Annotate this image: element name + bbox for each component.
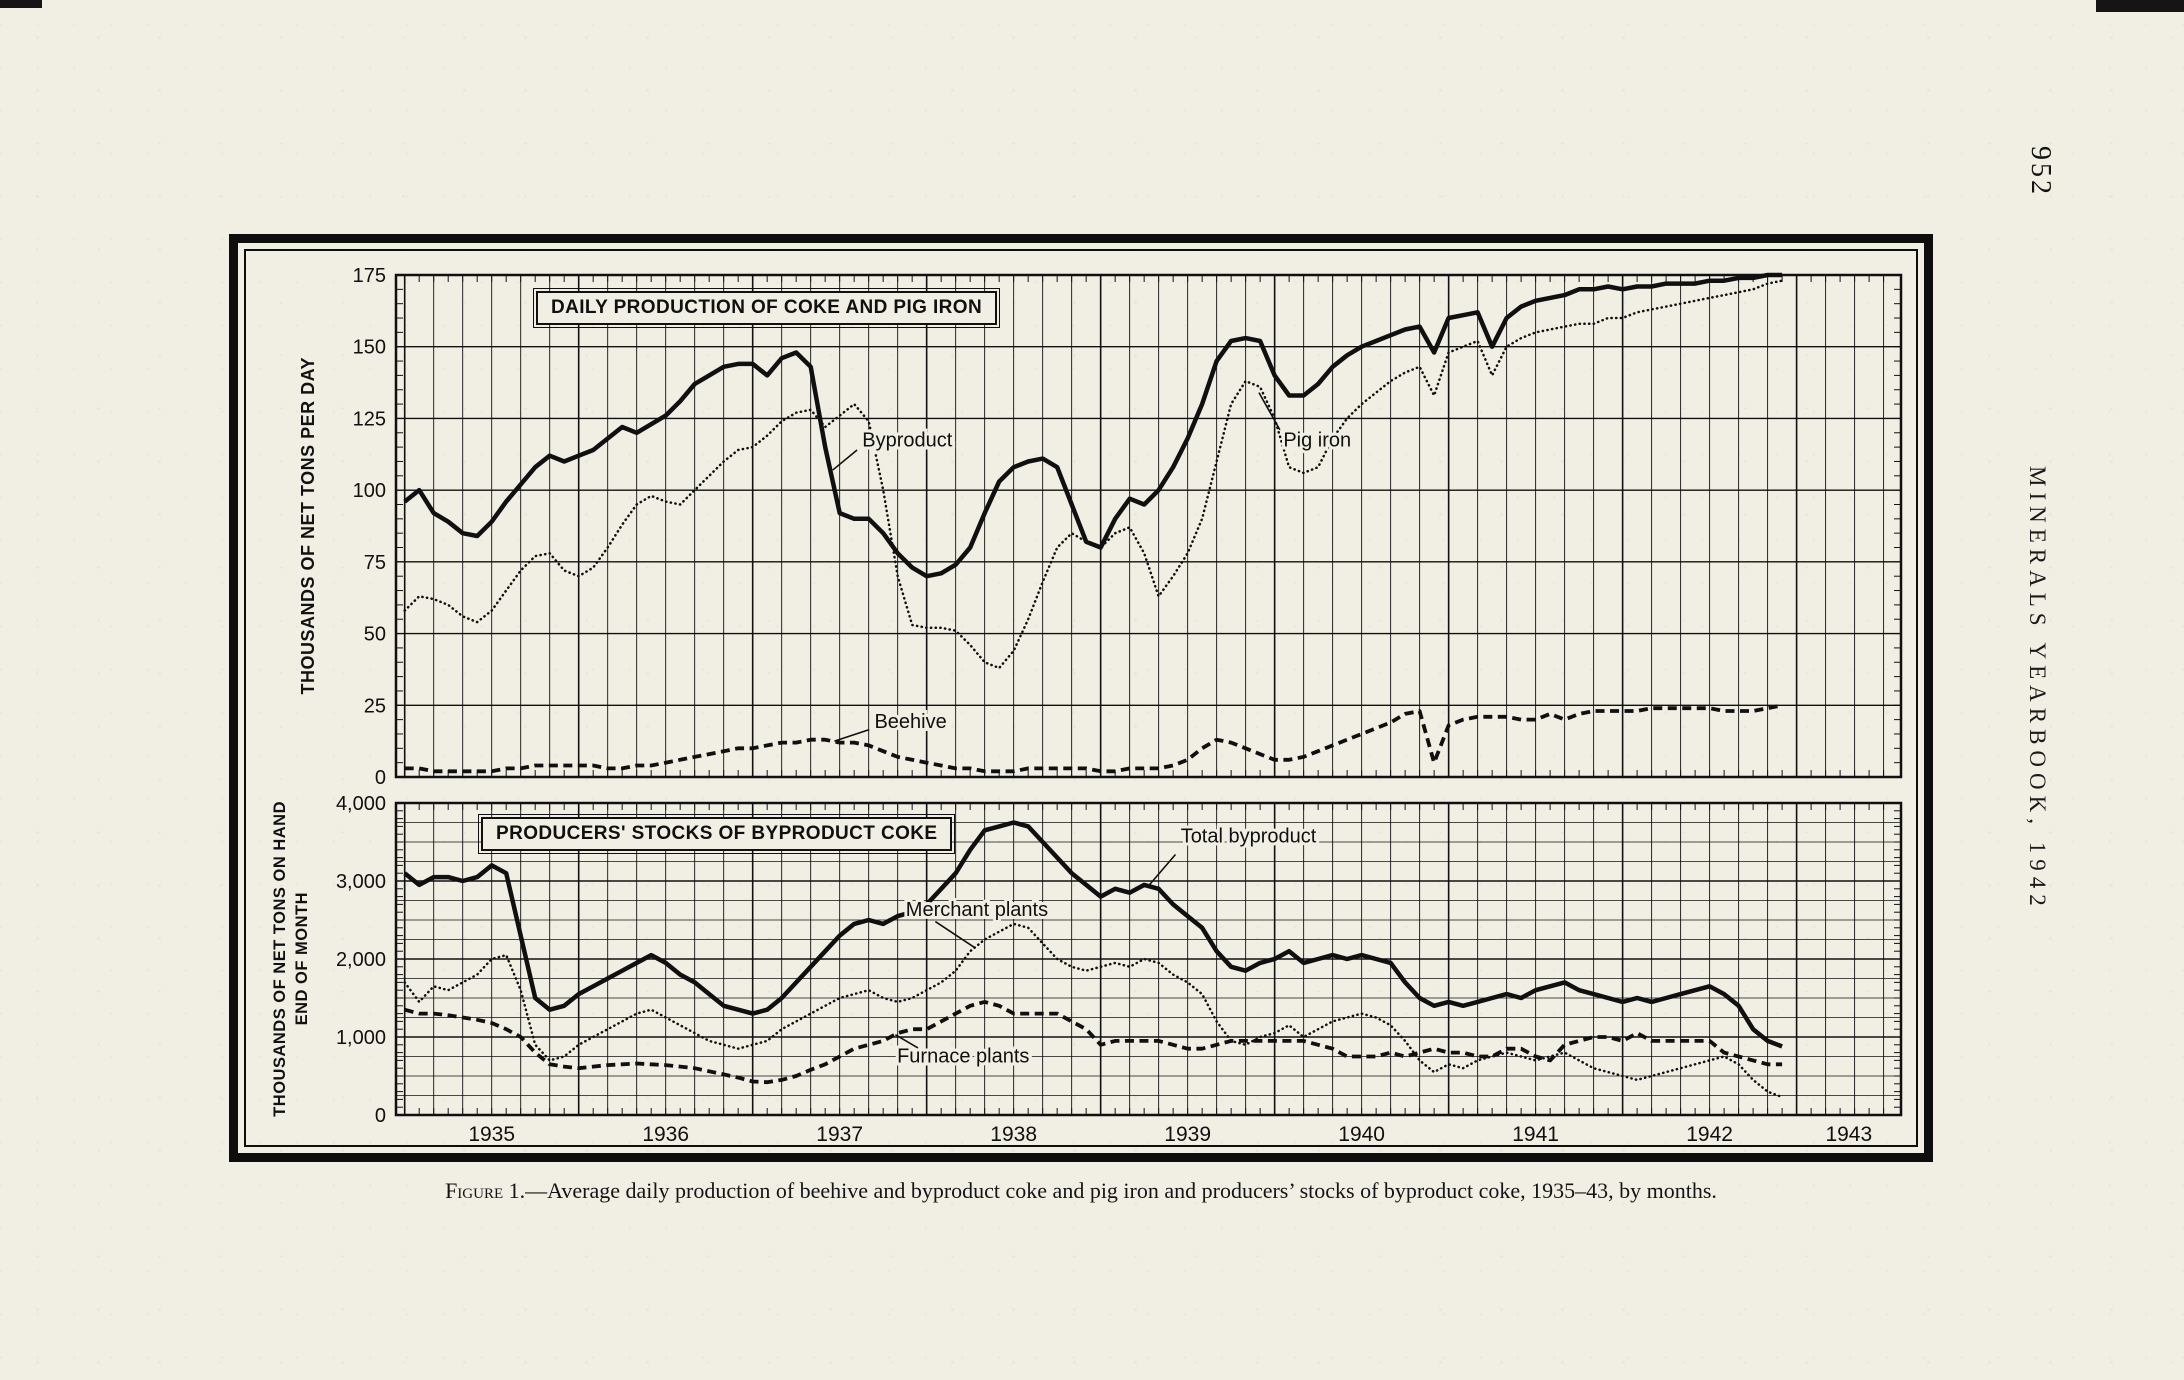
top-chart-title-text: DAILY PRODUCTION OF COKE AND PIG IRON <box>551 297 983 318</box>
y-tick-label: 4,000 <box>336 793 386 815</box>
y-tick-label: 3,000 <box>336 871 386 893</box>
caption-label: Figure 1. <box>445 1178 526 1203</box>
x-tick-label: 1941 <box>1512 1123 1559 1146</box>
x-tick-label: 1938 <box>990 1123 1037 1146</box>
caption-text: —Average daily production of beehive and… <box>525 1178 1717 1203</box>
bottom-y-axis-title-line1: THOUSANDS OF NET TONS ON HAND <box>270 801 289 1117</box>
y-tick-label: 75 <box>364 552 386 574</box>
y-tick-label: 0 <box>375 1105 386 1127</box>
figure-caption: Figure 1.—Average daily production of be… <box>229 1178 1933 1204</box>
figure-inner-border: 0 25 50 75 100 125 150 175 Byproduct Pig iron Beeh… <box>244 249 1918 1147</box>
top-chart-title: DAILY PRODUCTION OF COKE AND PIG IRON <box>532 288 1001 328</box>
y-tick-label: 100 <box>353 480 386 502</box>
y-tick-label: 125 <box>353 408 386 430</box>
bottom-y-axis-title-line2: END OF MONTH <box>292 892 311 1026</box>
scan-artifact-top-left <box>0 0 42 8</box>
annotation-byproduct: Byproduct <box>862 430 952 452</box>
x-tick-label: 1942 <box>1686 1123 1733 1146</box>
x-tick-label: 1936 <box>642 1123 689 1146</box>
bottom-chart-title-text: PRODUCERS' STOCKS OF BYPRODUCT COKE <box>496 823 938 844</box>
annotation-total-byproduct: Total byproduct <box>1181 826 1317 848</box>
annotation-pig-iron: Pig iron <box>1283 430 1351 452</box>
series-line-beehive <box>404 703 1783 774</box>
x-tick-label: 1943 <box>1825 1123 1872 1146</box>
x-tick-label: 1937 <box>816 1123 863 1146</box>
annotation-beehive: Beehive <box>874 711 946 733</box>
annotation-merchant-plants: Merchant plants <box>906 899 1048 921</box>
figure-frame: 0 25 50 75 100 125 150 175 Byproduct Pig iron Beeh… <box>229 234 1933 1162</box>
series-line-furnace-plants <box>404 1000 1783 1085</box>
annotation-furnace-plants: Furnace plants <box>897 1046 1029 1068</box>
top-y-axis-title: THOUSANDS OF NET TONS PER DAY <box>292 275 324 777</box>
y-tick-label: 25 <box>364 695 386 717</box>
x-tick-label: 1940 <box>1338 1123 1385 1146</box>
y-tick-label: 50 <box>364 624 386 646</box>
bottom-chart-title: PRODUCERS' STOCKS OF BYPRODUCT COKE <box>477 814 956 854</box>
page-number: 952 <box>2025 146 2056 197</box>
x-tick-label: 1939 <box>1164 1123 1211 1146</box>
y-tick-label: 0 <box>375 767 386 789</box>
series-line-merchant-plants <box>403 922 1784 1099</box>
y-tick-label: 2,000 <box>336 949 386 971</box>
y-tick-label: 175 <box>353 265 386 287</box>
series-line-total-byproduct <box>403 820 1783 1049</box>
x-tick-label: 1935 <box>468 1123 515 1146</box>
y-tick-label: 150 <box>353 337 386 359</box>
journal-title: MINERALS YEARBOOK, 1942 <box>2025 466 2050 912</box>
y-tick-label: 1,000 <box>336 1027 386 1049</box>
scan-artifact-top-right <box>2096 0 2184 12</box>
charts-canvas: 0 25 50 75 100 125 150 175 Byproduct Pig iron Beeh… <box>336 265 1903 1146</box>
top-y-axis-title-text: THOUSANDS OF NET TONS PER DAY <box>297 357 318 695</box>
series-line-pig-iron <box>403 279 1784 670</box>
bottom-y-axis-title: THOUSANDS OF NET TONS ON HAND END OF MON… <box>260 801 322 1117</box>
